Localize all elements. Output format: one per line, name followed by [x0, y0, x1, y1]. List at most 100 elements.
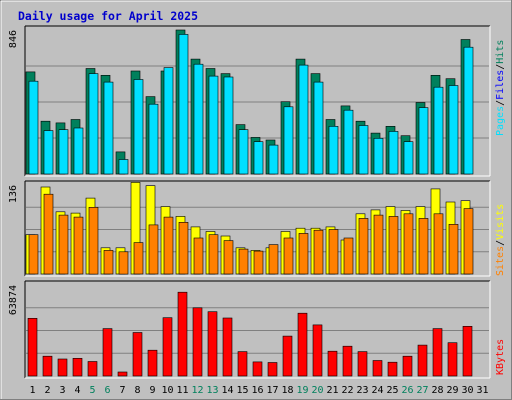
legend-entry: Hits: [495, 40, 506, 64]
bar-files-day-13: [208, 75, 219, 175]
bar-sites-day-11: [178, 222, 189, 275]
bar-sites-day-17: [268, 244, 279, 275]
bar-sites-day-19: [298, 233, 309, 275]
bar-files-day-17: [268, 144, 279, 175]
bar-sites-day-20: [313, 229, 324, 275]
bar-kbytes-day-2: [42, 355, 53, 377]
x-tick-day-3: 3: [59, 385, 65, 396]
bar-sites-day-25: [388, 216, 399, 275]
bar-files-day-26: [403, 141, 414, 175]
bar-sites-day-14: [223, 240, 234, 275]
bar-kbytes-day-16: [252, 361, 263, 377]
legend-entry: /: [495, 240, 506, 246]
bar-sites-day-6: [103, 250, 114, 275]
x-tick-day-23: 23: [356, 385, 368, 396]
legend-entry: Sites: [495, 246, 506, 276]
bar-sites-day-12: [193, 237, 204, 275]
bar-files-day-29: [448, 85, 459, 175]
x-tick-day-22: 22: [341, 385, 353, 396]
bar-files-day-16: [253, 141, 264, 175]
x-tick-day-9: 9: [149, 385, 155, 396]
legend-entry: KBytes: [495, 339, 506, 375]
bar-kbytes-day-4: [72, 357, 83, 377]
x-tick-day-30: 30: [461, 385, 473, 396]
bar-sites-day-27: [418, 218, 429, 275]
bar-kbytes-day-14: [222, 317, 233, 377]
x-tick-day-7: 7: [119, 385, 125, 396]
bar-sites-day-8: [133, 242, 144, 275]
panels-group: 846 136 63874: [8, 25, 491, 379]
bar-kbytes-day-6: [102, 328, 113, 377]
bar-sites-day-7: [118, 251, 129, 275]
bar-files-day-23: [358, 125, 369, 175]
legend-entry: Visits: [495, 204, 506, 240]
x-tick-day-18: 18: [281, 385, 293, 396]
bar-kbytes-day-19: [297, 312, 308, 377]
x-tick-day-5: 5: [89, 385, 95, 396]
x-tick-day-4: 4: [74, 385, 80, 396]
bar-files-day-14: [223, 76, 234, 175]
y-max-label: 136: [8, 185, 19, 203]
legend-kbytes: KBytes: [495, 339, 506, 375]
bar-files-day-5: [88, 73, 99, 175]
bar-kbytes-day-11: [177, 291, 188, 377]
x-tick-day-26: 26: [401, 385, 413, 396]
bar-files-day-8: [133, 79, 144, 175]
x-tick-day-6: 6: [104, 385, 110, 396]
bar-sites-day-2: [43, 193, 54, 275]
bar-kbytes-day-5: [87, 361, 98, 377]
x-tick-day-13: 13: [206, 385, 218, 396]
bar-sites-day-26: [403, 213, 414, 275]
bar-sites-day-9: [148, 224, 159, 275]
x-tick-day-29: 29: [446, 385, 458, 396]
bar-files-day-4: [73, 127, 84, 175]
bar-files-day-2: [43, 130, 54, 175]
bar-files-day-1: [28, 80, 39, 175]
bar-files-day-24: [373, 138, 384, 175]
x-tick-day-15: 15: [236, 385, 248, 396]
bar-kbytes-day-27: [417, 344, 428, 377]
bar-files-day-20: [313, 81, 324, 175]
bar-files-day-22: [343, 109, 354, 175]
bar-kbytes-day-12: [192, 307, 203, 377]
bar-sites-day-28: [433, 213, 444, 275]
bar-files-day-3: [58, 129, 69, 175]
bar-sites-day-30: [463, 208, 474, 275]
x-axis-day-labels: 1 2 3 4 5 6 7 8 9 10 11 12 13 14 15 16 17 18 19 20 21 22 23 24 2…: [29, 385, 488, 396]
bar-kbytes-day-29: [447, 342, 458, 377]
bar-sites-day-10: [163, 216, 174, 275]
x-tick-day-12: 12: [191, 385, 203, 396]
bar-sites-day-15: [238, 248, 249, 275]
x-tick-day-1: 1: [29, 385, 35, 396]
x-tick-day-10: 10: [161, 385, 173, 396]
legend-entry: /: [495, 100, 506, 106]
x-tick-day-20: 20: [311, 385, 323, 396]
y-max-label: 63874: [8, 285, 19, 315]
bar-kbytes-day-9: [147, 349, 158, 377]
chart-title: Daily usage for April 2025: [18, 9, 198, 23]
bar-kbytes-day-8: [132, 332, 143, 377]
bar-files-day-15: [238, 129, 249, 175]
bar-files-day-12: [193, 63, 204, 175]
y-max-label: 846: [8, 30, 19, 48]
panel-visits-sites: 136: [8, 180, 491, 277]
bar-sites-day-24: [373, 214, 384, 275]
bar-kbytes-day-30: [462, 325, 473, 377]
bar-kbytes-day-22: [342, 345, 353, 377]
x-tick-day-16: 16: [251, 385, 263, 396]
panel-hits-files: 846: [8, 25, 491, 177]
x-tick-day-28: 28: [431, 385, 443, 396]
bar-files-day-19: [298, 64, 309, 175]
bar-kbytes-day-20: [312, 324, 323, 377]
bar-files-day-25: [388, 131, 399, 175]
bar-sites-day-3: [58, 214, 69, 275]
x-tick-day-8: 8: [134, 385, 140, 396]
bar-sites-day-18: [283, 237, 294, 275]
x-tick-day-31: 31: [476, 385, 488, 396]
bar-kbytes-day-24: [372, 360, 383, 377]
bar-kbytes-day-17: [267, 362, 278, 377]
x-tick-day-17: 17: [266, 385, 278, 396]
x-tick-day-25: 25: [386, 385, 398, 396]
bar-kbytes-day-7: [117, 371, 128, 377]
